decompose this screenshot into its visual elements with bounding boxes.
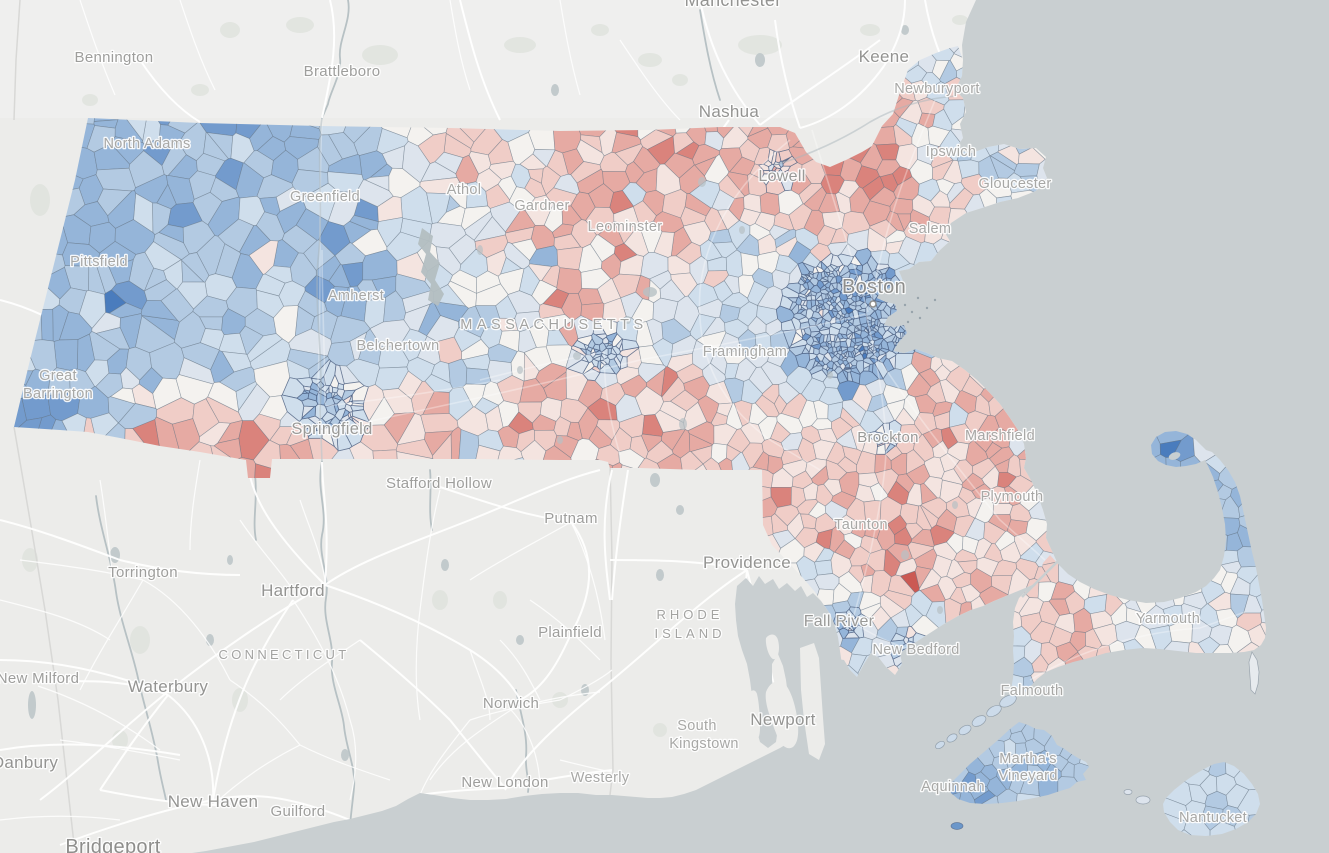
svg-text:Waterbury: Waterbury xyxy=(128,677,209,696)
svg-text:Greenfield: Greenfield xyxy=(290,189,360,205)
svg-text:Martha's: Martha's xyxy=(999,751,1057,767)
svg-text:MASSACHUSETTS: MASSACHUSETTS xyxy=(460,317,647,333)
svg-text:Providence: Providence xyxy=(703,553,791,572)
svg-text:Hartford: Hartford xyxy=(261,581,325,600)
svg-text:Lowell: Lowell xyxy=(758,168,805,185)
svg-text:Barrington: Barrington xyxy=(23,386,93,402)
svg-text:New Haven: New Haven xyxy=(168,792,259,811)
svg-text:New Milford: New Milford xyxy=(0,670,79,687)
svg-text:Athol: Athol xyxy=(447,182,482,198)
svg-text:Brockton: Brockton xyxy=(857,429,919,446)
svg-text:Nashua: Nashua xyxy=(699,102,760,121)
svg-text:Salem: Salem xyxy=(909,221,952,237)
svg-text:ISLAND: ISLAND xyxy=(655,626,726,641)
svg-text:Vineyard: Vineyard xyxy=(998,768,1057,784)
svg-text:Newport: Newport xyxy=(750,710,815,729)
svg-text:Falmouth: Falmouth xyxy=(1001,683,1064,699)
svg-text:Aquinnah: Aquinnah xyxy=(921,779,985,795)
svg-text:Leominster: Leominster xyxy=(588,219,663,235)
svg-text:CONNECTICUT: CONNECTICUT xyxy=(219,647,350,662)
svg-text:Boston: Boston xyxy=(842,276,906,298)
svg-text:Westerly: Westerly xyxy=(571,770,630,786)
svg-text:Belchertown: Belchertown xyxy=(356,338,439,354)
svg-text:Taunton: Taunton xyxy=(834,517,888,533)
svg-text:Amherst: Amherst xyxy=(328,288,384,304)
svg-text:Gardner: Gardner xyxy=(514,198,569,214)
svg-text:Danbury: Danbury xyxy=(0,753,58,772)
svg-text:RHODE: RHODE xyxy=(657,607,724,622)
svg-text:Bridgeport: Bridgeport xyxy=(65,836,160,853)
svg-text:Plainfield: Plainfield xyxy=(538,624,602,641)
svg-text:Putnam: Putnam xyxy=(544,510,598,527)
svg-text:Marshfield: Marshfield xyxy=(965,428,1035,444)
svg-text:Nantucket: Nantucket xyxy=(1179,810,1247,826)
svg-text:Brattleboro: Brattleboro xyxy=(304,63,381,80)
svg-text:Gloucester: Gloucester xyxy=(978,176,1051,192)
svg-text:Manchester: Manchester xyxy=(684,0,781,10)
svg-text:Ipswich: Ipswich xyxy=(926,144,976,160)
svg-text:Norwich: Norwich xyxy=(483,695,539,712)
svg-text:Yarmouth: Yarmouth xyxy=(1136,611,1200,627)
svg-text:Pittsfield: Pittsfield xyxy=(70,254,128,270)
svg-text:Great: Great xyxy=(39,368,77,384)
svg-text:North Adams: North Adams xyxy=(103,136,190,152)
svg-text:Kingstown: Kingstown xyxy=(669,736,739,752)
svg-text:Keene: Keene xyxy=(859,47,910,66)
svg-text:Framingham: Framingham xyxy=(703,344,787,360)
svg-text:Bennington: Bennington xyxy=(75,49,154,66)
svg-text:Stafford Hollow: Stafford Hollow xyxy=(386,475,492,492)
svg-text:Plymouth: Plymouth xyxy=(981,489,1044,505)
svg-text:Torrington: Torrington xyxy=(108,564,178,581)
svg-text:New London: New London xyxy=(461,774,548,791)
svg-text:Fall River: Fall River xyxy=(804,613,875,630)
svg-text:Newburyport: Newburyport xyxy=(894,81,980,97)
svg-text:Guilford: Guilford xyxy=(271,803,326,820)
svg-text:New Bedford: New Bedford xyxy=(872,642,959,658)
svg-text:South: South xyxy=(677,718,716,734)
svg-text:Springfield: Springfield xyxy=(291,420,372,438)
